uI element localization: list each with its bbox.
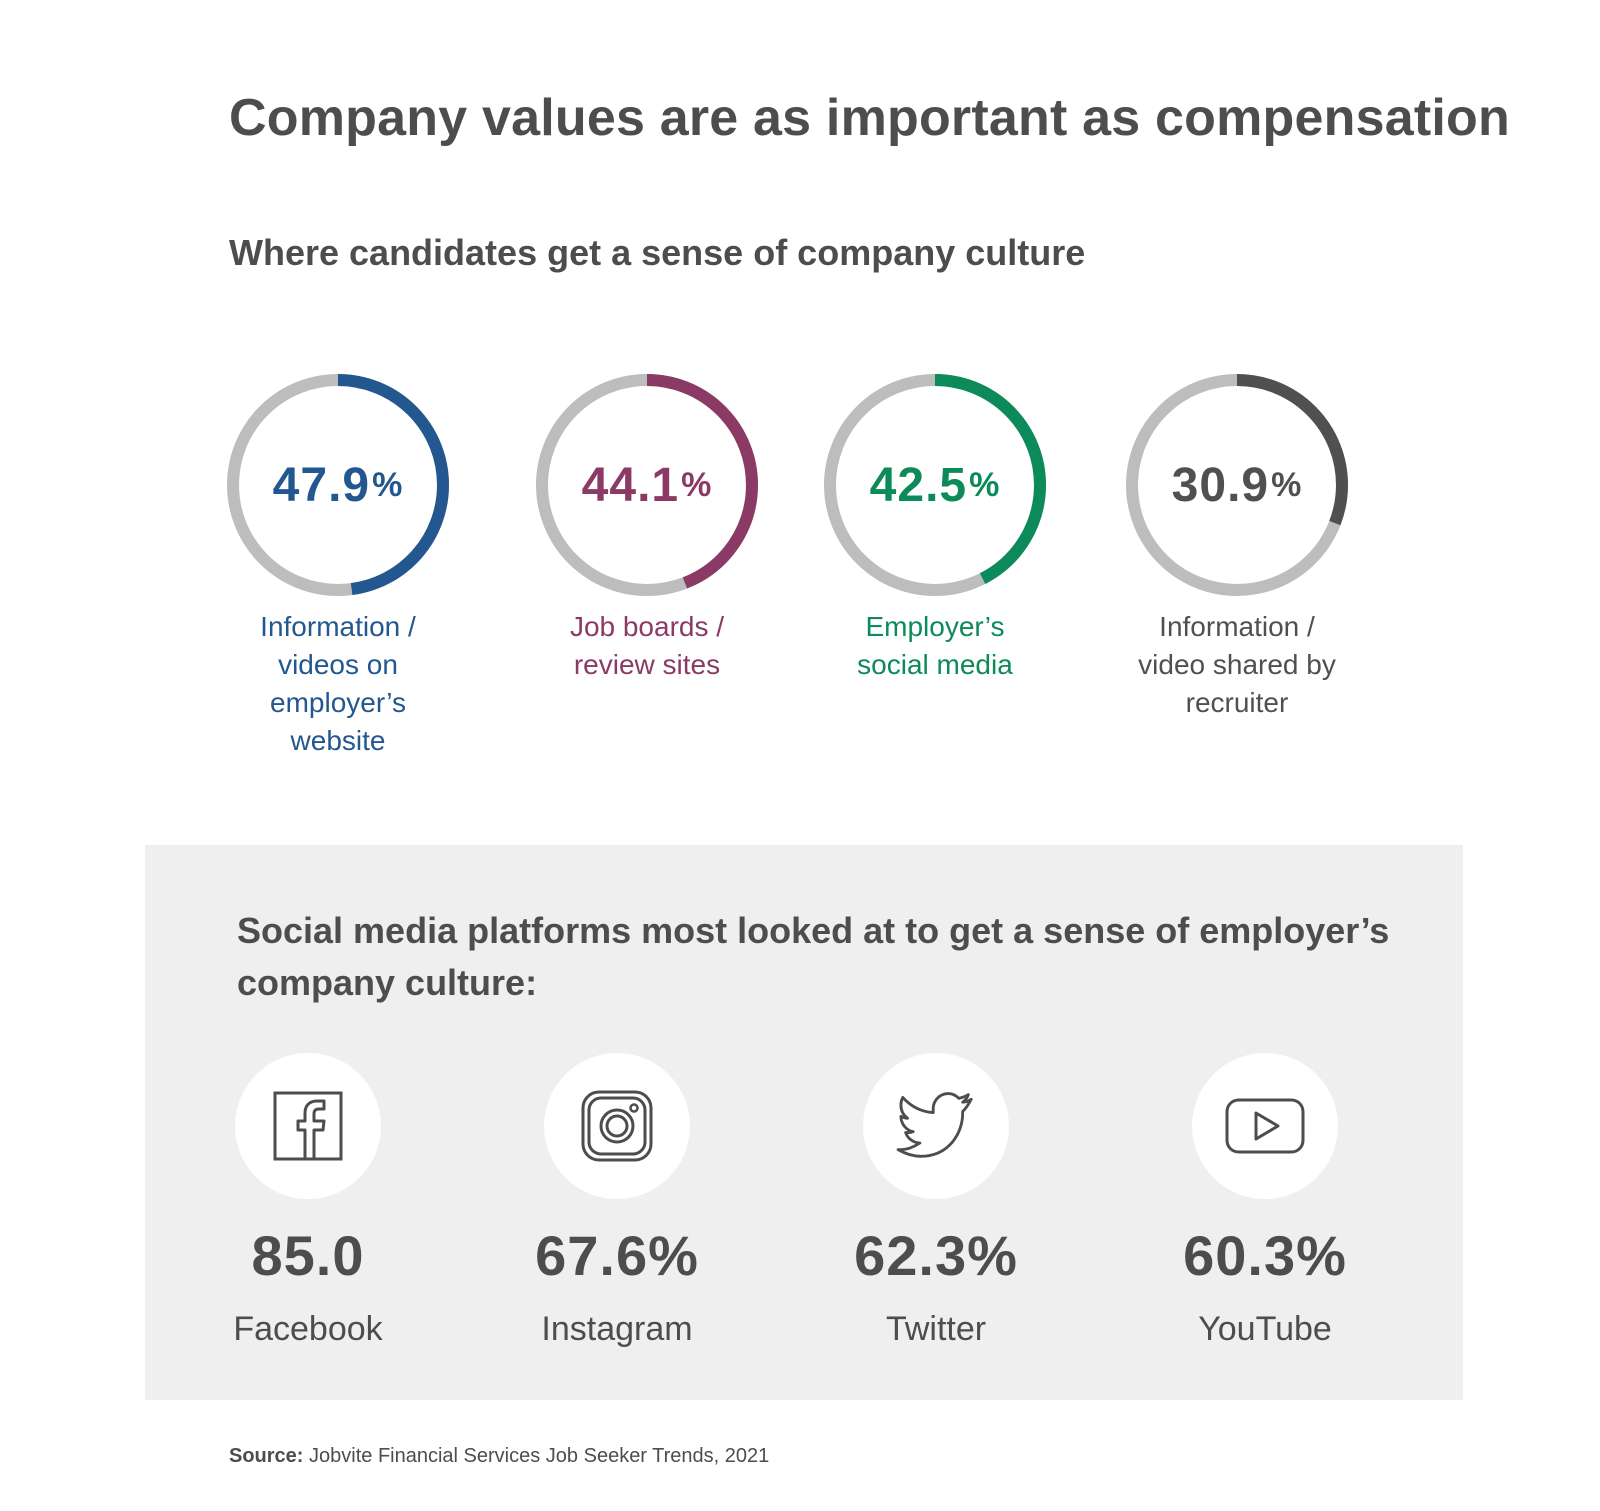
- ring-value-unit: %: [1271, 465, 1303, 504]
- ring-value-number: 42.5: [869, 458, 968, 512]
- platform-value: 85.0: [251, 1224, 365, 1287]
- ring-svg: [536, 374, 758, 596]
- ring-value-number: 47.9: [272, 458, 371, 512]
- ring-label-line: review sites: [573, 649, 721, 680]
- ring-label: Employer’s social media: [820, 608, 1050, 684]
- instagram-icon: [581, 1090, 653, 1162]
- icon-circle: [1192, 1053, 1338, 1199]
- platform-facebook: 85.0 Facebook: [178, 1053, 438, 1353]
- icon-circle: [235, 1053, 381, 1199]
- ring-value: 30.9%: [1122, 370, 1352, 600]
- social-media-panel: Social media platforms most looked at to…: [145, 845, 1463, 1400]
- ring-label-line: social media: [857, 649, 1013, 680]
- section-subtitle: Where candidates get a sense of company …: [229, 232, 1086, 273]
- platform-twitter: 62.3% Twitter: [806, 1053, 1066, 1353]
- youtube-icon: [1225, 1098, 1305, 1154]
- ring-arc: [536, 374, 758, 596]
- ring-value-number: 44.1: [581, 458, 680, 512]
- source-note: Source: Jobvite Financial Services Job S…: [229, 1445, 769, 1468]
- ring-arc: [227, 374, 449, 596]
- page-title: Company values are as important as compe…: [229, 89, 1510, 147]
- twitter-icon: [896, 1092, 973, 1158]
- culture-source-rings: 47.9% Information / videos on employer’s…: [0, 370, 1600, 790]
- platform-value: 67.6%: [535, 1224, 699, 1287]
- ring-value-unit: %: [681, 465, 713, 504]
- ring-svg: [1126, 374, 1348, 596]
- ring-label-line: website: [290, 725, 386, 756]
- ring-value-unit: %: [372, 465, 404, 504]
- ring-svg: [227, 374, 449, 596]
- platform-name: Twitter: [885, 1310, 987, 1348]
- icon-circle: [544, 1053, 690, 1199]
- ring-value-number: 30.9: [1171, 458, 1270, 512]
- ring-chart: 42.5%: [820, 370, 1050, 600]
- icon-circle: [863, 1053, 1009, 1199]
- ring-value-unit: %: [969, 465, 1001, 504]
- ring-label-line: recruiter: [1185, 687, 1289, 718]
- platform-name: YouTube: [1198, 1310, 1332, 1348]
- platform-name: Facebook: [233, 1310, 383, 1348]
- source-label: Source:: [229, 1445, 304, 1467]
- ring-label: Information / videos on employer’s websi…: [223, 608, 453, 760]
- ring-chart: 47.9%: [223, 370, 453, 600]
- ring-svg: [824, 374, 1046, 596]
- platform-youtube: 60.3% YouTube: [1135, 1053, 1395, 1353]
- ring-chart: 44.1%: [532, 370, 762, 600]
- ring-label-line: videos on: [278, 649, 398, 680]
- ring-label: Job boards / review sites: [532, 608, 762, 684]
- ring-arc: [1126, 374, 1348, 596]
- panel-title: Social media platforms most looked at to…: [237, 910, 1390, 1003]
- ring-value: 44.1%: [532, 370, 762, 600]
- ring-label-line: Information /: [260, 611, 416, 642]
- platform-value: 62.3%: [854, 1224, 1018, 1287]
- ring-label: Information / video shared by recruiter: [1122, 608, 1352, 722]
- platform-instagram: 67.6% Instagram: [487, 1053, 747, 1353]
- ring-label-line: Information /: [1159, 611, 1315, 642]
- ring-label-line: Employer’s: [865, 611, 1005, 642]
- platform-value: 60.3%: [1183, 1224, 1347, 1287]
- ring-label-line: Job boards /: [569, 611, 725, 642]
- ring-label-line: employer’s: [270, 687, 406, 718]
- platform-name: Instagram: [541, 1310, 693, 1348]
- ring-label-line: video shared by: [1138, 649, 1336, 680]
- ring-chart: 30.9%: [1122, 370, 1352, 600]
- ring-arc: [824, 374, 1046, 596]
- source-text: Jobvite Financial Services Job Seeker Tr…: [309, 1445, 770, 1467]
- ring-value: 42.5%: [820, 370, 1050, 600]
- facebook-icon: [273, 1091, 343, 1161]
- ring-value: 47.9%: [223, 370, 453, 600]
